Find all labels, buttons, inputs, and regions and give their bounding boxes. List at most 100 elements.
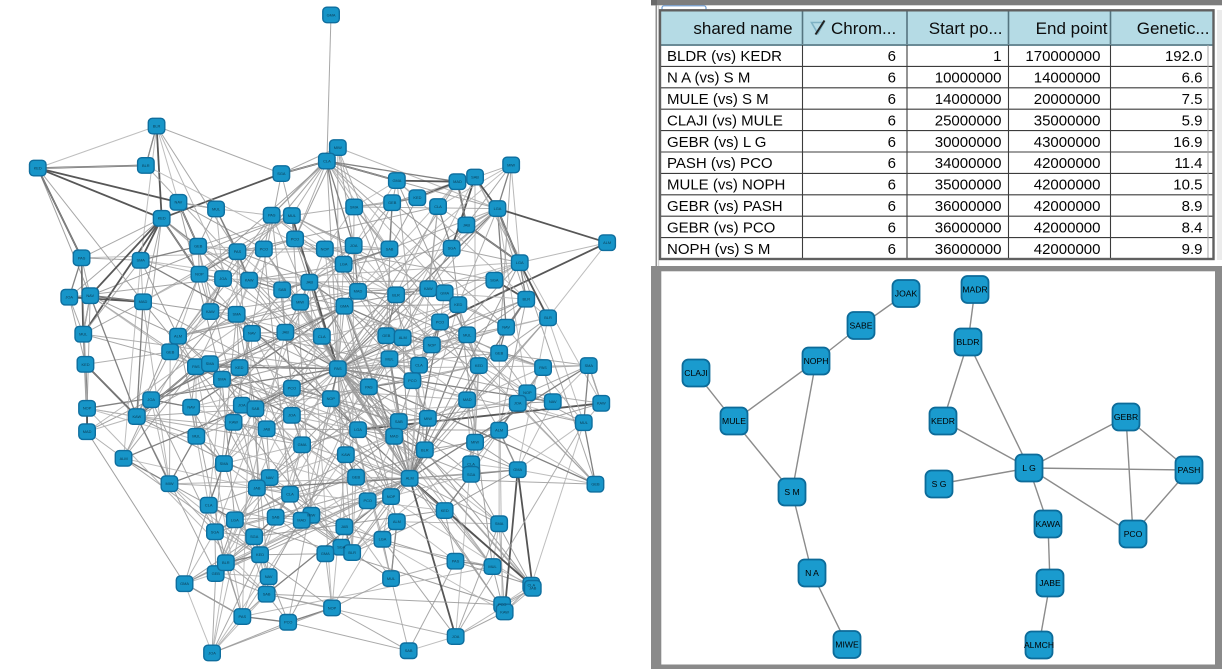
svg-text:PAS: PAS <box>234 249 242 254</box>
svg-text:MAD: MAD <box>354 289 363 294</box>
svg-text:SGA: SGA <box>448 246 457 251</box>
svg-text:KED: KED <box>413 195 421 200</box>
svg-text:NOP: NOP <box>321 246 330 251</box>
svg-text:SMA: SMA <box>495 521 504 526</box>
svg-text:CLA: CLA <box>434 204 442 209</box>
svg-text:PCO: PCO <box>288 386 296 391</box>
svg-text:MAD: MAD <box>390 434 399 439</box>
svg-text:SMA: SMA <box>585 363 594 368</box>
svg-text:GEBR (vs) PCO: GEBR (vs) PCO <box>667 219 775 236</box>
svg-text:9.9: 9.9 <box>1182 241 1203 258</box>
svg-text:SGA: SGA <box>277 171 286 176</box>
svg-text:GEB: GEB <box>166 349 175 354</box>
svg-text:JOA: JOA <box>350 243 358 248</box>
svg-text:BLR: BLR <box>544 315 552 320</box>
svg-text:MIWE: MIWE <box>835 640 859 650</box>
svg-text:MAD: MAD <box>463 397 472 402</box>
svg-text:6: 6 <box>888 155 896 172</box>
svg-text:MUL: MUL <box>288 213 297 218</box>
svg-text:6: 6 <box>888 48 896 65</box>
svg-text:170000000: 170000000 <box>1025 48 1100 65</box>
svg-text:LGA: LGA <box>516 260 524 265</box>
svg-text:Start po...: Start po... <box>929 19 1003 38</box>
svg-text:Genetic...: Genetic... <box>1137 19 1210 38</box>
svg-text:GMA: GMA <box>340 304 349 309</box>
svg-text:NAV: NAV <box>549 399 557 404</box>
svg-text:PAS: PAS <box>239 614 247 619</box>
svg-text:PCO: PCO <box>498 602 506 607</box>
svg-text:LGA: LGA <box>231 517 239 522</box>
svg-text:KED: KED <box>34 166 42 171</box>
svg-text:ALM: ALM <box>399 335 407 340</box>
svg-text:End point: End point <box>1036 19 1108 38</box>
svg-text:MUL: MUL <box>79 332 88 337</box>
svg-text:43000000: 43000000 <box>1034 134 1101 151</box>
svg-text:6: 6 <box>888 177 896 194</box>
svg-text:SMA: SMA <box>218 377 227 382</box>
svg-text:JAB: JAB <box>529 586 537 591</box>
svg-text:NOP: NOP <box>328 605 337 610</box>
svg-text:KAW: KAW <box>132 414 141 419</box>
svg-text:KED: KED <box>235 365 243 370</box>
svg-text:MAD: MAD <box>139 299 148 304</box>
svg-text:SAB: SAB <box>405 648 413 653</box>
svg-text:GEB: GEB <box>388 200 397 205</box>
svg-text:KEDR: KEDR <box>931 416 955 426</box>
svg-text:42000000: 42000000 <box>1034 177 1101 194</box>
svg-text:BLR: BLR <box>348 550 356 555</box>
svg-text:GMA: GMA <box>298 442 307 447</box>
svg-text:42000000: 42000000 <box>1034 219 1101 236</box>
svg-text:JOA: JOA <box>65 295 73 300</box>
svg-text:L G: L G <box>1022 463 1036 473</box>
svg-text:JOAK: JOAK <box>895 289 918 299</box>
svg-text:GEB: GEB <box>382 333 391 338</box>
svg-text:PAS: PAS <box>192 364 200 369</box>
svg-text:BLR: BLR <box>421 447 429 452</box>
svg-text:42000000: 42000000 <box>1034 198 1101 215</box>
svg-text:GEB: GEB <box>591 482 600 487</box>
svg-text:NOP: NOP <box>387 494 396 499</box>
svg-text:MUL: MUL <box>463 332 472 337</box>
svg-text:KAW: KAW <box>229 420 238 425</box>
svg-text:ALM: ALM <box>174 334 182 339</box>
svg-text:PAS: PAS <box>365 384 373 389</box>
svg-text:8.4: 8.4 <box>1182 219 1203 236</box>
svg-text:PCO: PCO <box>284 620 292 625</box>
svg-text:LGA: LGA <box>494 206 502 211</box>
svg-text:SGA: SGA <box>250 534 259 539</box>
svg-text:GMA: GMA <box>321 551 330 556</box>
svg-text:BLR: BLR <box>142 163 150 168</box>
svg-text:MULE (vs) NOPH: MULE (vs) NOPH <box>667 177 785 194</box>
svg-text:CLA: CLA <box>286 492 294 497</box>
svg-text:SMA: SMA <box>232 312 241 317</box>
svg-text:shared name: shared name <box>693 19 792 38</box>
svg-text:JOA: JOA <box>288 413 296 418</box>
svg-text:CLA: CLA <box>205 503 213 508</box>
svg-text:MIW: MIW <box>307 513 315 518</box>
svg-text:SGA: SGA <box>337 545 346 550</box>
svg-text:10.5: 10.5 <box>1173 177 1202 194</box>
svg-text:BLR: BLR <box>392 292 400 297</box>
svg-text:16.9: 16.9 <box>1173 134 1202 151</box>
svg-text:BLDR: BLDR <box>957 337 980 347</box>
svg-text:NAV: NAV <box>502 325 510 330</box>
svg-text:MUL: MUL <box>385 356 394 361</box>
svg-text:NOPH (vs) S M: NOPH (vs) S M <box>667 241 770 258</box>
svg-text:CLA: CLA <box>323 159 331 164</box>
svg-text:BLR: BLR <box>222 560 230 565</box>
svg-text:MIW: MIW <box>296 300 304 305</box>
svg-text:JAB: JAB <box>306 280 314 285</box>
svg-text:NOP: NOP <box>327 396 336 401</box>
svg-text:8.9: 8.9 <box>1182 198 1203 215</box>
svg-text:KED: KED <box>441 508 449 513</box>
svg-text:MULE: MULE <box>722 416 746 426</box>
svg-text:CLA: CLA <box>528 583 536 588</box>
svg-text:PCO: PCO <box>291 236 299 241</box>
svg-text:KED: KED <box>475 363 483 368</box>
svg-text:CLA: CLA <box>415 363 423 368</box>
svg-text:N A (vs) S M: N A (vs) S M <box>667 70 750 87</box>
svg-text:SMA: SMA <box>136 258 145 263</box>
svg-text:LGA: LGA <box>379 537 387 542</box>
svg-text:JOA: JOA <box>208 650 216 655</box>
svg-text:SAB: SAB <box>263 592 271 597</box>
